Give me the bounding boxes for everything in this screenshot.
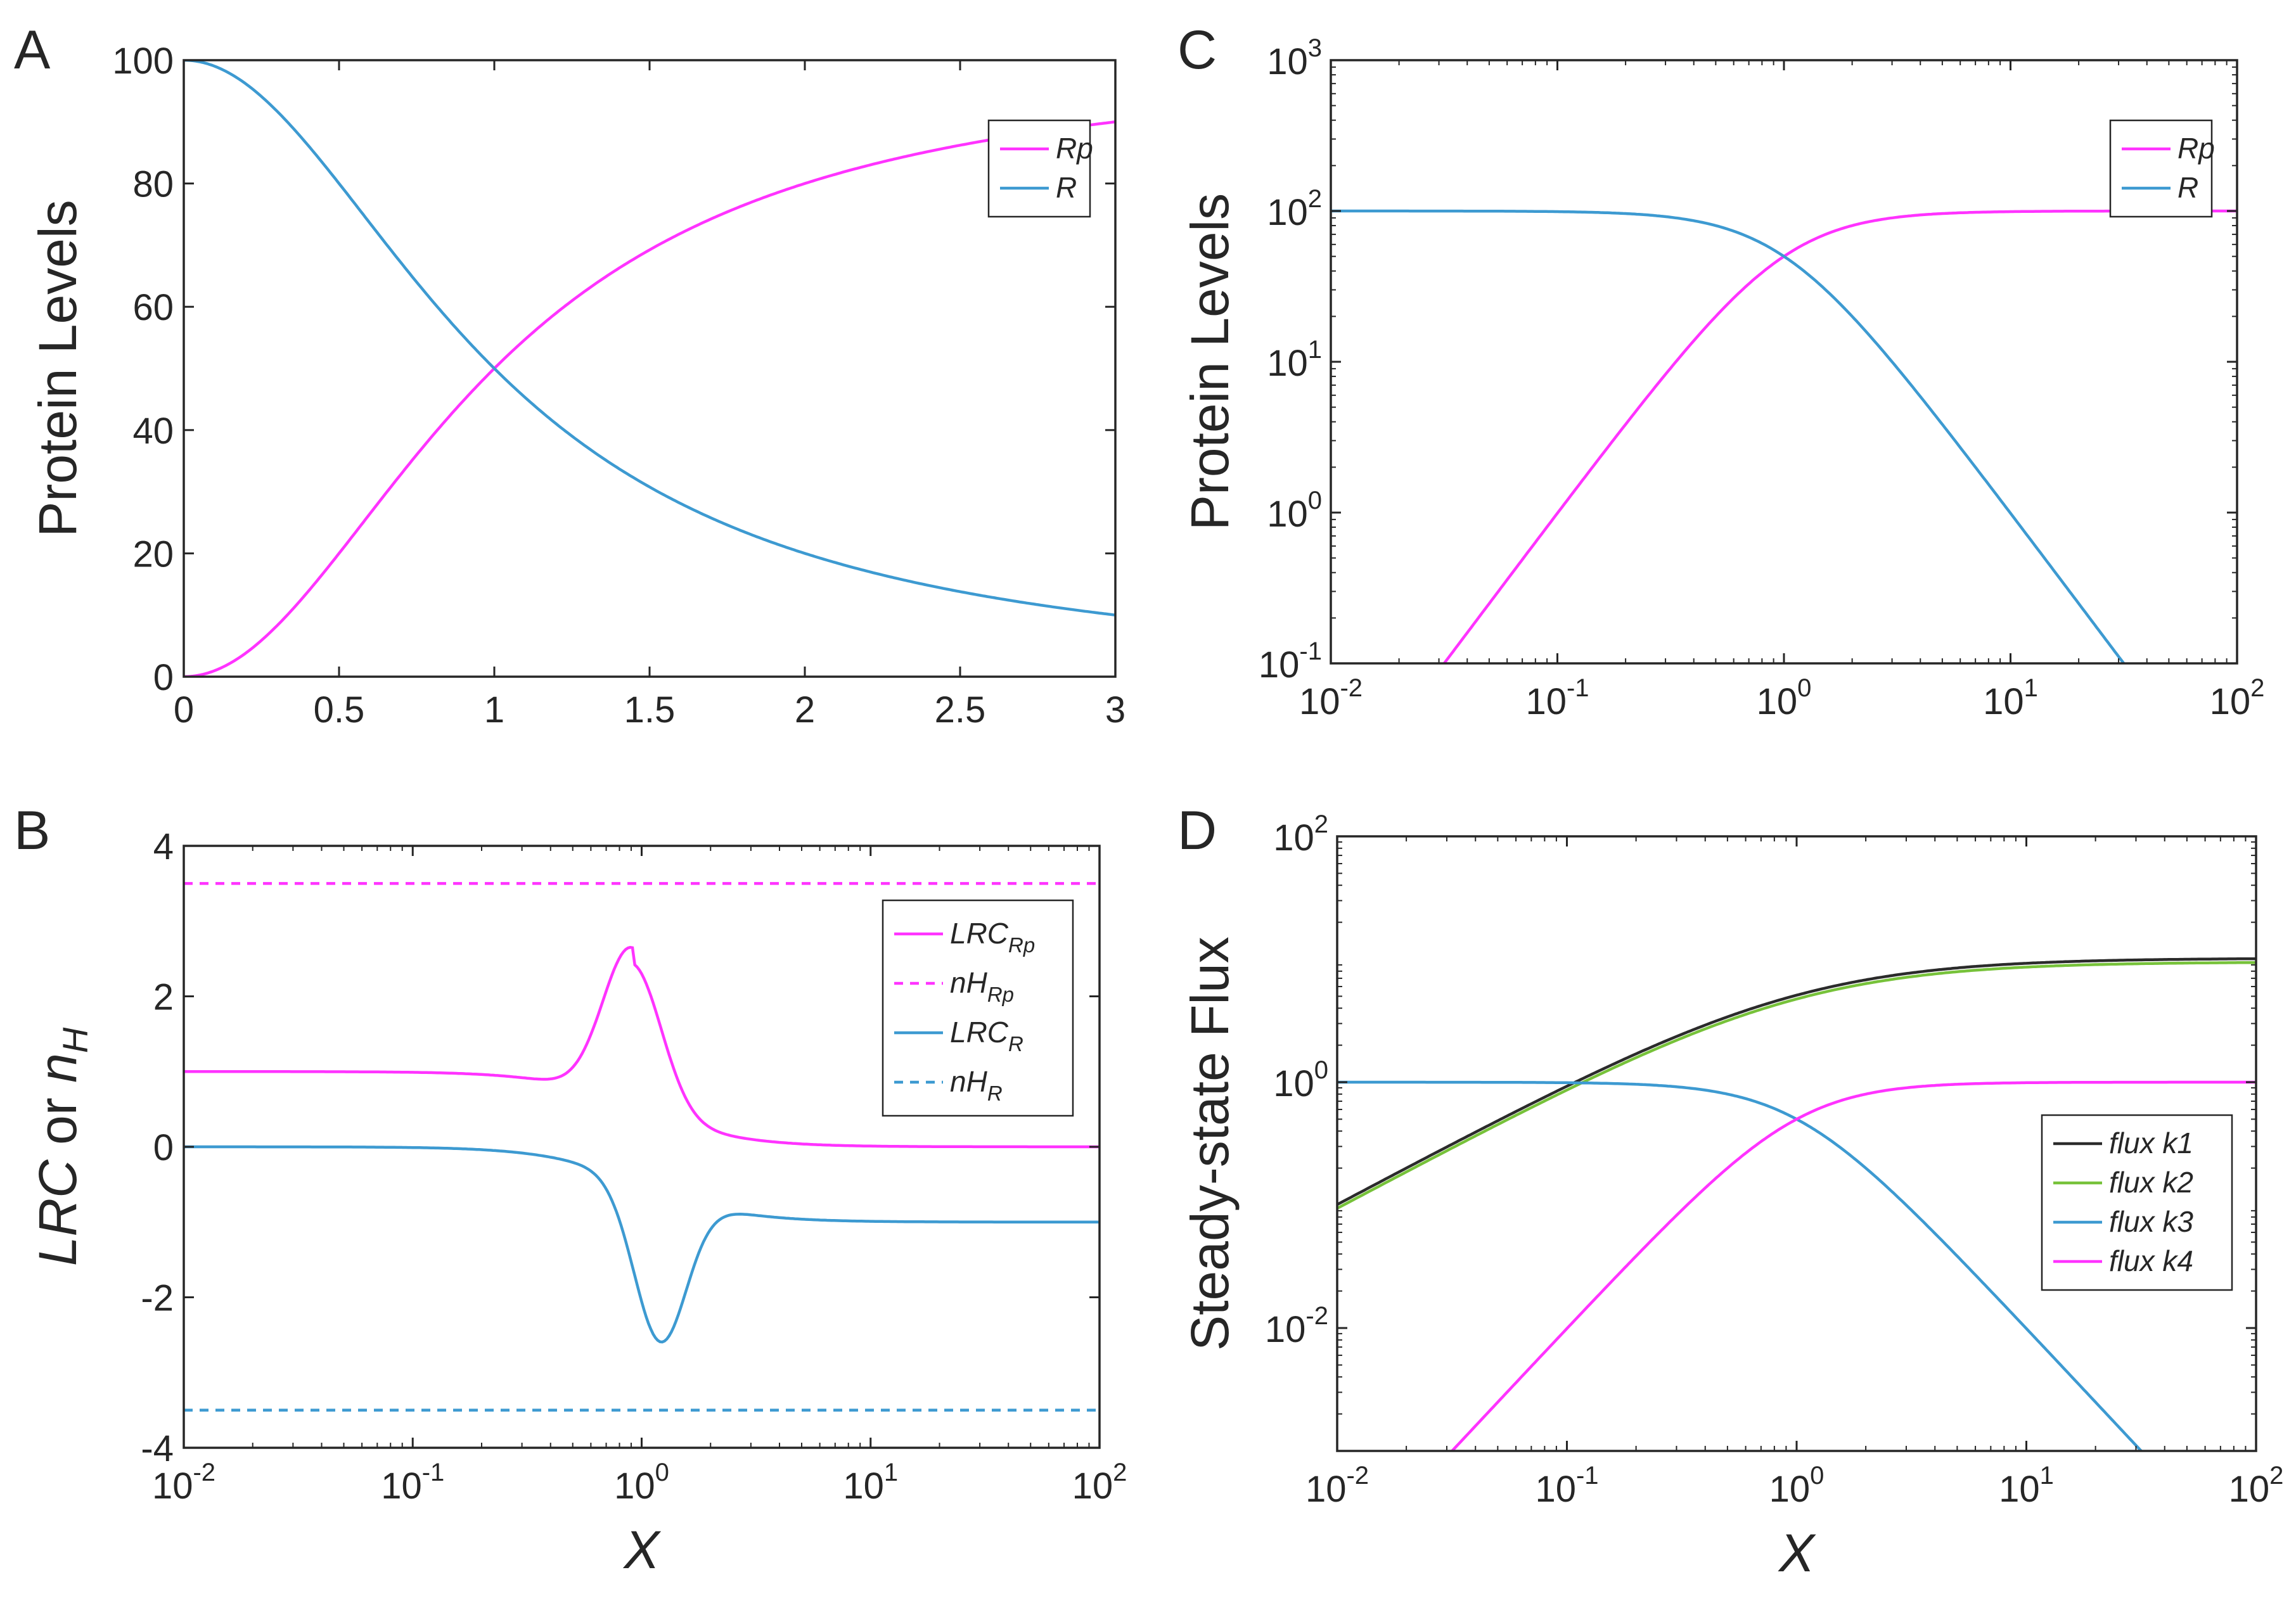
panel-a: A 0 0.5 1 1.5 2 2.5 3 0 20 40 60 80 100 Protein Levels… xyxy=(14,20,1126,731)
x-tick-label: 102 xyxy=(2229,1462,2284,1510)
panel-tag-a: A xyxy=(14,20,51,80)
legend-entry: flux k3 xyxy=(2109,1205,2193,1238)
legend-entry: LRCRp xyxy=(950,917,1035,957)
legend-entry: LRCR xyxy=(950,1016,1023,1056)
y-tick-label: 60 xyxy=(132,287,174,328)
x-tick-label: 102 xyxy=(2210,674,2265,722)
x-tick-label: 100 xyxy=(614,1459,669,1507)
legend: LRCRp nHRp LRCR nHR xyxy=(882,899,1074,1117)
y-tick-label: -2 xyxy=(141,1278,174,1319)
plot-frame xyxy=(183,59,1117,678)
x-tick-label: 10-2 xyxy=(1305,1462,1369,1510)
legend: flux k1 flux k2 flux k3 flux k4 xyxy=(2041,1114,2233,1291)
x-tick-label: 101 xyxy=(843,1459,898,1507)
legend-entry: nHRp xyxy=(950,966,1014,1006)
series-line-r xyxy=(1331,209,2126,663)
series-group xyxy=(184,882,1100,1412)
x-tick-label: 0.5 xyxy=(314,689,365,731)
series-line-flux-k1 xyxy=(1337,957,2256,1206)
series-line-lrc-r xyxy=(184,1145,1100,1344)
legend-entry: R xyxy=(2177,171,2198,204)
y-tick-label: 4 xyxy=(153,826,174,867)
y-tick-label: 40 xyxy=(132,411,174,452)
series-line-flux-k4 xyxy=(1450,1080,2256,1451)
x-axis-label: X xyxy=(622,1520,661,1580)
legend-box xyxy=(882,899,1074,1117)
y-tick-label: 2 xyxy=(153,977,174,1018)
legend-box xyxy=(2109,119,2213,218)
y-axis-label: Protein Levels xyxy=(28,200,87,537)
x-tick-label: 10-1 xyxy=(381,1459,444,1507)
y-axis-label: Protein Levels xyxy=(1180,193,1240,530)
legend: Rp R xyxy=(2109,119,2215,218)
y-tick-label: 0 xyxy=(153,657,174,698)
series-line-r xyxy=(184,60,1115,616)
y-tick-label: 100 xyxy=(112,41,174,82)
y-tick-label: 102 xyxy=(1267,185,1322,233)
x-tick-label: 2.5 xyxy=(935,689,986,731)
plot-frame xyxy=(1330,59,2238,665)
legend-entry: flux k2 xyxy=(2109,1166,2193,1199)
series-group xyxy=(1331,209,2237,663)
series-group xyxy=(184,60,1115,677)
x-tick-label: 0 xyxy=(174,689,194,731)
series-line-flux-k2 xyxy=(1337,961,2256,1210)
legend-entry: nHR xyxy=(950,1065,1003,1105)
x-tick-label: 10-1 xyxy=(1525,674,1589,722)
panel-d: D 10-2 10-1 100 101 102 10-2 100 102 X Steady-stat… xyxy=(1177,800,2283,1583)
panel-tag-b: B xyxy=(14,800,50,861)
x-tick-label: 100 xyxy=(1769,1462,1825,1510)
y-tick-label: 102 xyxy=(1273,810,1328,859)
x-axis-label: X xyxy=(1778,1523,1816,1583)
y-tick-label: 20 xyxy=(132,533,174,575)
y-axis-label: Steady-state Flux xyxy=(1180,936,1240,1351)
legend-entry: flux k4 xyxy=(2109,1244,2193,1277)
y-tick-label: 10-1 xyxy=(1259,637,1322,686)
legend-entry: Rp xyxy=(2177,132,2215,165)
x-tick-label: 101 xyxy=(1983,674,2038,722)
x-tick-label: 101 xyxy=(1999,1462,2054,1510)
panel-b: B 10-2 10-1 100 101 102 -4 -2 0 2 4 X LRC or nH LRCRp… xyxy=(14,800,1127,1580)
x-tick-label: 1 xyxy=(484,689,504,731)
x-tick-label: 1.5 xyxy=(624,689,676,731)
y-tick-label: 100 xyxy=(1273,1056,1328,1104)
legend: Rp R xyxy=(987,119,1093,218)
x-tick-label: 10-2 xyxy=(1299,674,1363,722)
panel-tag-d: D xyxy=(1177,800,1217,861)
legend-box xyxy=(987,119,1091,218)
x-tick-label: 3 xyxy=(1105,689,1126,731)
panel-c: C10-2 10-1 100 101 10210-1100101102103Protei… xyxy=(1177,20,2265,722)
y-axis-label: LRC or nH xyxy=(28,1027,95,1266)
x-tick-label: 10-2 xyxy=(152,1459,215,1507)
y-tick-label: 80 xyxy=(132,164,174,205)
x-tick-label: 100 xyxy=(1757,674,1812,722)
y-tick-label: -4 xyxy=(141,1428,174,1469)
y-tick-label: 0 xyxy=(153,1127,174,1168)
legend-entry: Rp xyxy=(1056,132,1093,165)
panel-tag-c: C xyxy=(1177,20,1217,80)
x-tick-label: 2 xyxy=(795,689,815,731)
x-tick-label: 102 xyxy=(1072,1459,1127,1507)
y-tick-label: 103 xyxy=(1267,34,1322,82)
legend-entry: R xyxy=(1056,171,1077,204)
y-tick-label: 10-2 xyxy=(1265,1302,1328,1350)
series-group xyxy=(1337,957,2256,1451)
series-line-rp xyxy=(1442,209,2237,663)
y-tick-label: 101 xyxy=(1267,336,1322,384)
series-line-rp xyxy=(184,120,1115,677)
y-tick-label: 100 xyxy=(1267,487,1322,535)
legend-entry: flux k1 xyxy=(2109,1127,2193,1159)
series-line-lrc-rp xyxy=(184,945,1100,1149)
x-tick-label: 10-1 xyxy=(1535,1462,1598,1510)
